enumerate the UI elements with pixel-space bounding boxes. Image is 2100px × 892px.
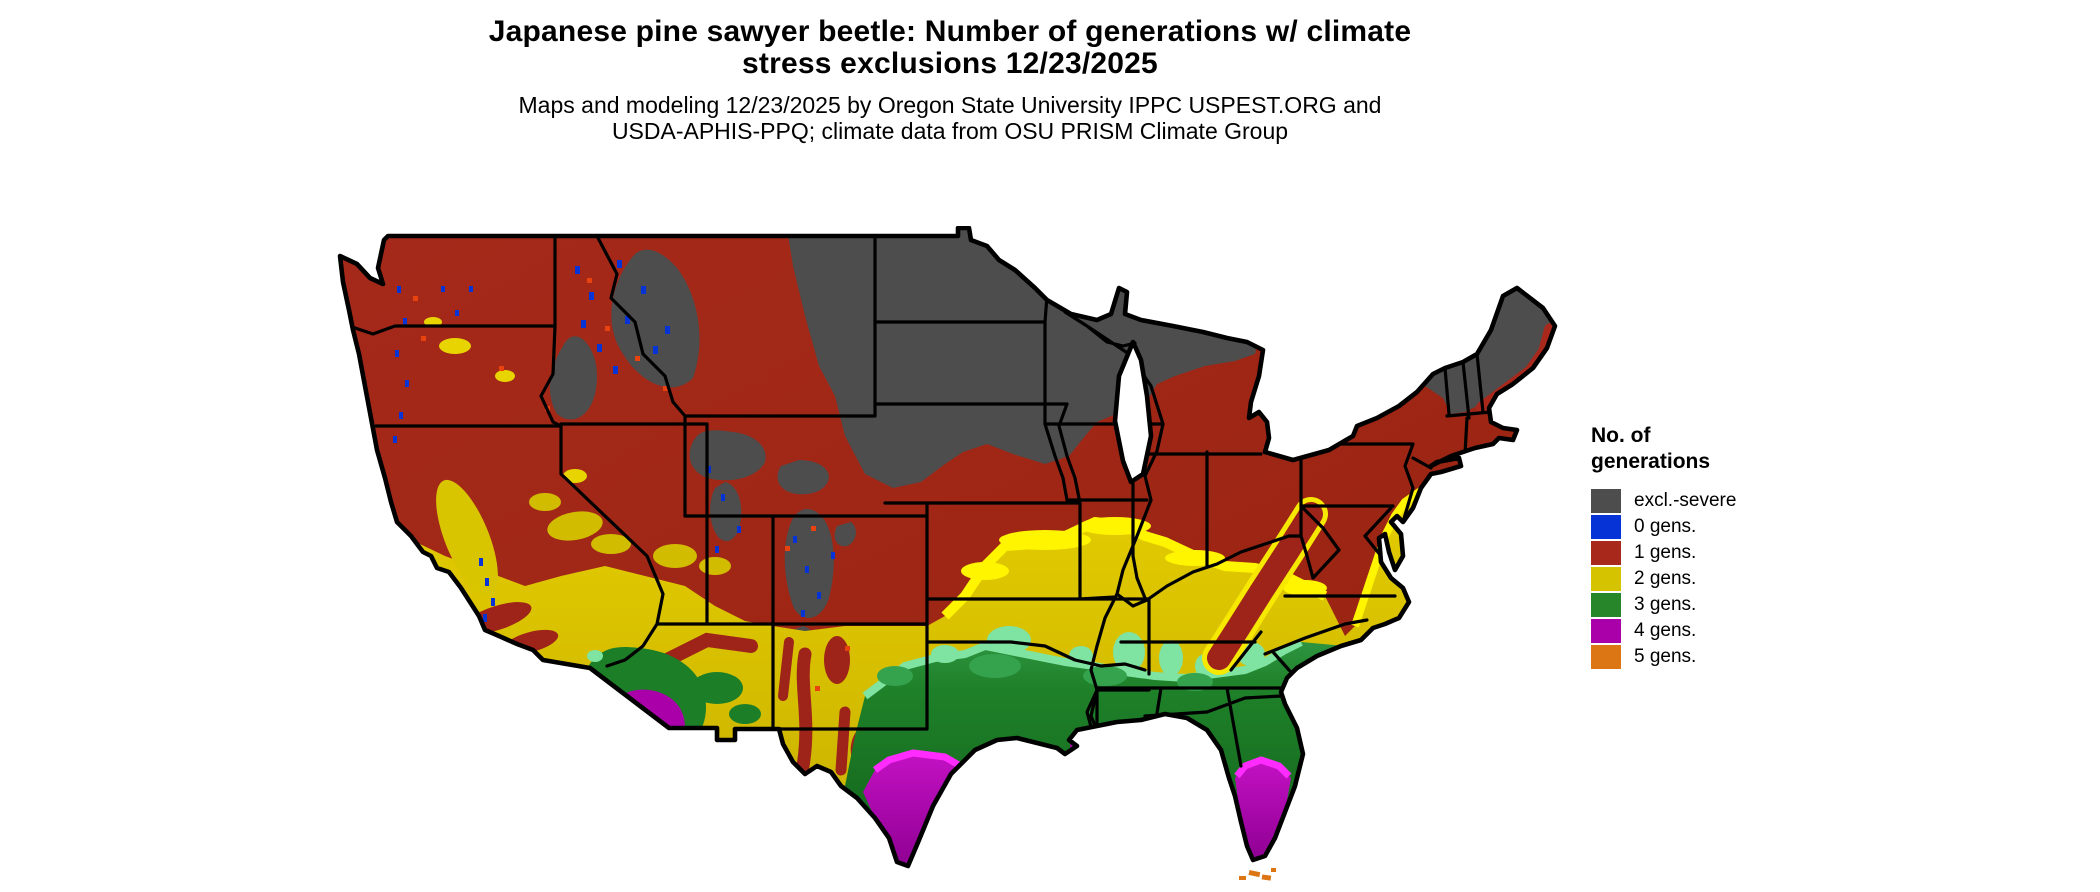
- legend-row: 1 gens.: [1591, 541, 1851, 565]
- red-ribbon-2: [835, 706, 851, 776]
- legend-swatch: [1591, 645, 1621, 669]
- legend-items: excl.-severe 0 gens. 1 gens. 2 gens. 3 g…: [1591, 489, 1851, 669]
- legend-title-line1: No. of: [1591, 424, 1651, 447]
- legend-item-label: 3 gens.: [1634, 594, 1697, 615]
- class-excl-mountains: [549, 249, 856, 685]
- legend-row: excl.-severe: [1591, 489, 1851, 513]
- us-generations-map: [245, 226, 1565, 886]
- legend-item-label: 1 gens.: [1634, 542, 1697, 563]
- fringe-4gens-florida: [1234, 756, 1292, 779]
- class-5gens-keys: [1239, 868, 1276, 881]
- appalachian-red-tongue: [1207, 502, 1323, 670]
- us-map-svg: [337, 226, 1558, 881]
- legend-item-label: 2 gens.: [1634, 568, 1697, 589]
- map-subtitle-line2: USDA-APHIS-PPQ; climate data from OSU PR…: [611, 118, 1289, 144]
- legend-row: 0 gens.: [1591, 515, 1851, 539]
- map-title-line1: Japanese pine sawyer beetle: Number of g…: [488, 15, 1412, 48]
- legend-swatch: [1591, 567, 1621, 591]
- legend-swatch: [1591, 515, 1621, 539]
- us-outline: [337, 226, 1558, 869]
- legend-row: 3 gens.: [1591, 593, 1851, 617]
- legend-row: 5 gens.: [1591, 645, 1851, 669]
- legend-row: 4 gens.: [1591, 619, 1851, 643]
- title-block: Japanese pine sawyer beetle: Number of g…: [245, 16, 1655, 80]
- class-4gens-florida: [1235, 760, 1291, 860]
- legend-swatch: [1591, 541, 1621, 565]
- legend-row: 2 gens.: [1591, 567, 1851, 591]
- legend-swatch: [1591, 619, 1621, 643]
- az-mogollon-red: [656, 632, 758, 669]
- class-2gens-west-patches: [424, 317, 731, 597]
- legend-item-label: excl.-severe: [1634, 490, 1737, 511]
- legend-swatch: [1591, 593, 1621, 617]
- class-0gens-speckles: [393, 260, 835, 622]
- map-subtitle-line1: Maps and modeling 12/23/2025 by Oregon S…: [518, 92, 1382, 118]
- red-ribbon-3: [778, 637, 794, 701]
- map-title-line2: stress exclusions 12/23/2025: [742, 47, 1158, 80]
- legend-item-label: 5 gens.: [1634, 646, 1697, 667]
- map-raster-layers: [340, 228, 1555, 866]
- legend-item-label: 4 gens.: [1634, 620, 1697, 641]
- fringe-4gens-texas: [872, 749, 971, 775]
- legend: No. of generations excl.-severe 0 gens. …: [1591, 423, 1851, 671]
- legend-item-label: 0 gens.: [1634, 516, 1697, 537]
- legend-swatch: [1591, 489, 1621, 513]
- nm-red-ribbons: [796, 647, 813, 773]
- legend-title-line2: generations: [1591, 450, 1711, 473]
- subtitle-block: Maps and modeling 12/23/2025 by Oregon S…: [245, 92, 1655, 144]
